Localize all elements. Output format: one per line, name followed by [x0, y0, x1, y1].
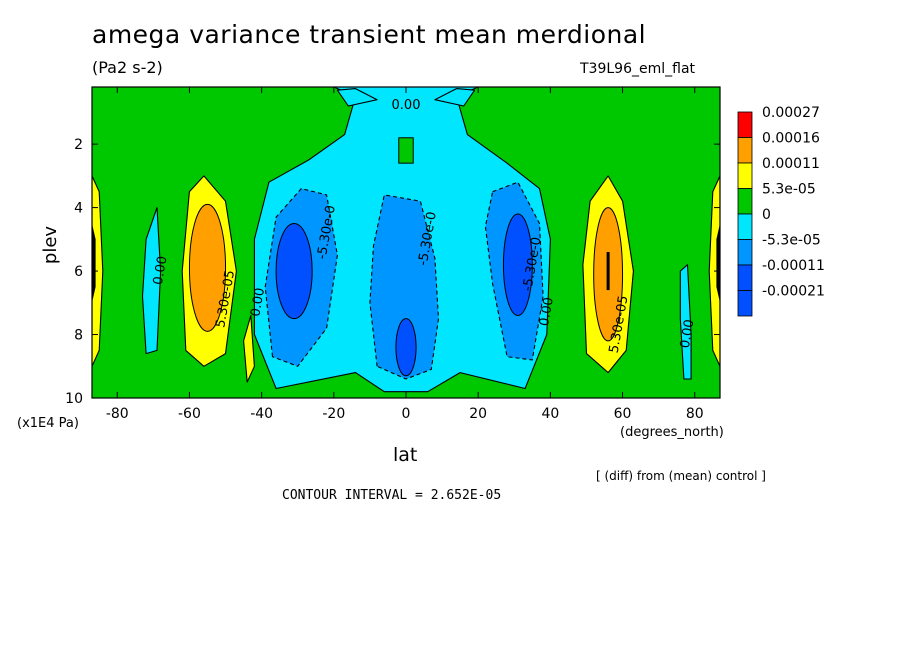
legend-swatch: [737, 188, 753, 215]
contour-label: 0.00: [537, 296, 557, 327]
y-tick-label: 2: [74, 137, 83, 153]
negative-core-nh: [502, 213, 533, 316]
x-axis-label: lat: [393, 444, 418, 466]
x-tick-label: 60: [614, 406, 632, 422]
negative-strip-west: [141, 207, 162, 355]
y-tick-label: 4: [74, 201, 83, 217]
y-tick-label: 10: [65, 391, 83, 407]
x-tick-label: 20: [469, 406, 487, 422]
y-multiplier-label: (x1E4 Pa): [17, 416, 79, 431]
contour-label: 0.00: [151, 255, 171, 286]
legend-label: 0: [762, 207, 771, 223]
legend-swatch: [737, 213, 753, 240]
legend-label: -0.00021: [762, 284, 825, 300]
contour-label: 0.00: [392, 98, 421, 113]
legend-swatch: [737, 264, 753, 291]
legend-swatch: [737, 137, 753, 164]
legend-label: 0.00011: [762, 156, 820, 172]
x-tick-label: -80: [106, 406, 129, 422]
y-tick-label: 8: [74, 328, 83, 344]
legend-label: -5.3e-05: [762, 233, 821, 249]
legend-label: -0.00011: [762, 258, 825, 274]
color-legend: 0.00027 0.00016 0.00011 5.3e-05 0 -5.3e-05 -0.…: [737, 105, 825, 317]
units-label: (Pa2 s-2): [92, 58, 163, 77]
y-axis: 2 4 6 8 10: [65, 137, 720, 407]
x-axis: -80 -60 -40 -20 0 20 40 60 80: [106, 87, 704, 422]
positive-edge-east-core: [716, 223, 720, 303]
x-tick-label: 0: [402, 406, 411, 422]
legend-swatch: [737, 162, 753, 189]
x-tick-label: -40: [250, 406, 273, 422]
negative-core-sh: [275, 222, 313, 320]
positive-core-sh: [188, 203, 227, 332]
x-tick-label: 40: [541, 406, 559, 422]
plot-area: 0.000.000.005.30e-05-5.30e-0 -5.30e-0 -5.3…: [92, 87, 720, 398]
positive-spot-center: [398, 137, 414, 164]
run-label: T39L96_eml_flat: [580, 61, 696, 77]
x-tick-label: 80: [686, 406, 704, 422]
negative-core-eq: [395, 318, 417, 377]
x-tick-label: -20: [322, 406, 345, 422]
y-tick-label: 6: [74, 264, 83, 280]
x-units-label: (degrees_north): [620, 425, 724, 440]
y-axis-label: plev: [40, 226, 61, 265]
x-tick-label: -60: [178, 406, 201, 422]
chart-title: amega variance transient mean merdional: [92, 20, 647, 49]
contour-interval-label: CONTOUR INTERVAL = 2.652E-05: [282, 488, 502, 503]
diff-note: [ (diff) from (mean) control ]: [596, 469, 766, 483]
negative-blob-eq: [369, 194, 440, 380]
legend-label: 0.00016: [762, 131, 820, 147]
contour-label: 0.00: [248, 287, 268, 318]
legend-label: 5.3e-05: [762, 182, 816, 198]
negative-cap-right: [434, 88, 476, 107]
positive-edge-west-core: [92, 223, 96, 303]
legend-swatch: [737, 111, 753, 138]
positive-lobe-small: [243, 314, 255, 383]
contour-label: 0.00: [678, 318, 698, 349]
negative-cap-left: [336, 88, 378, 107]
negative-strip-east: [679, 264, 692, 380]
legend-swatch: [737, 290, 753, 317]
legend-label: 0.00027: [762, 105, 820, 121]
legend-swatch: [737, 239, 753, 266]
